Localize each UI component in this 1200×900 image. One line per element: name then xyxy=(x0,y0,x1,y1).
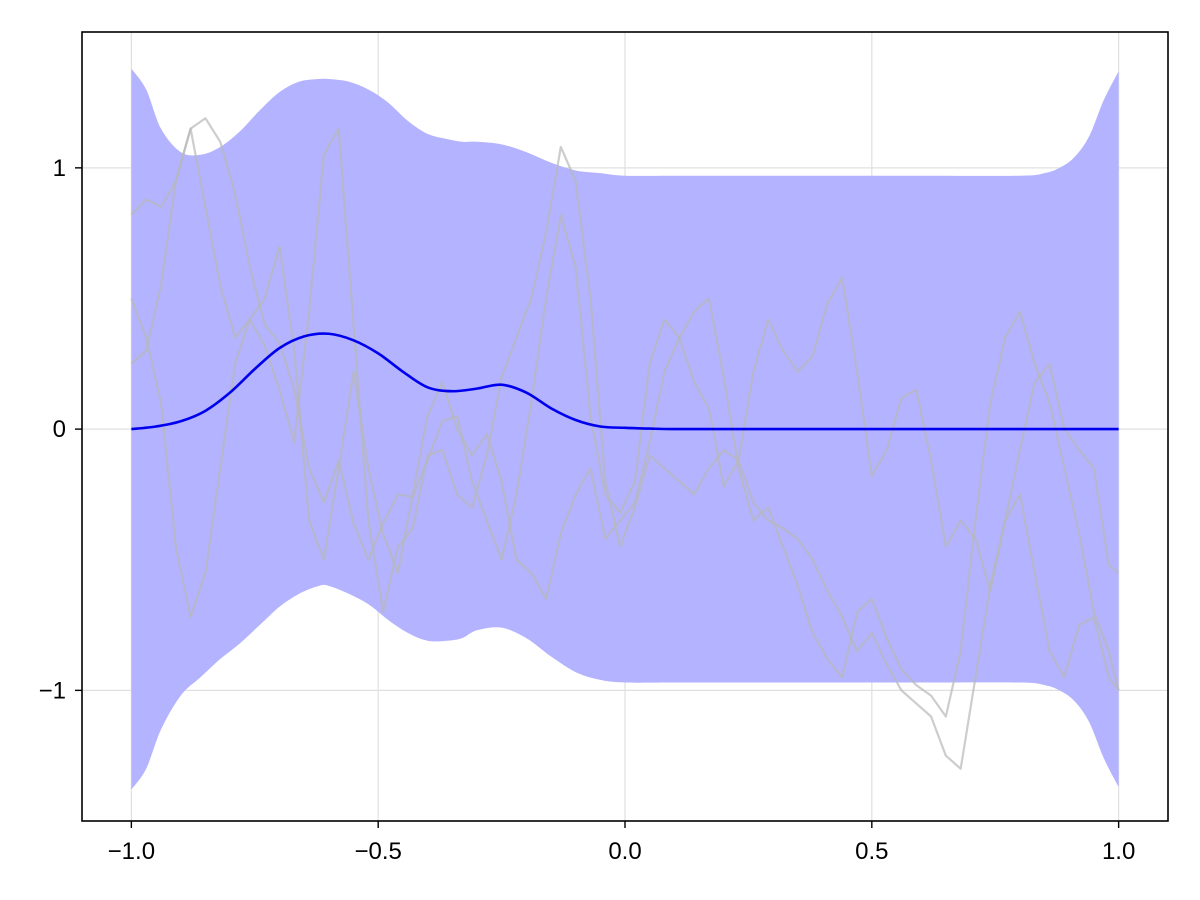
x-tick-label-2: 0.0 xyxy=(608,838,641,865)
sample-path-1 xyxy=(130,117,1120,593)
x-axis: −1.0 −0.5 0.0 0.5 1.0 xyxy=(108,821,1135,865)
y-axis: −1 0 1 xyxy=(39,155,82,704)
x-tick-label-3: 0.5 xyxy=(855,838,888,865)
confidence-band xyxy=(131,68,1119,790)
x-tick-label-1: −0.5 xyxy=(354,838,401,865)
y-tick-label-1: 0 xyxy=(53,416,66,443)
plot-area xyxy=(130,68,1120,790)
y-tick-label-2: 1 xyxy=(53,155,66,182)
y-tick-label-0: −1 xyxy=(39,677,66,704)
mean-line xyxy=(131,332,1119,431)
x-tick-label-4: 1.0 xyxy=(1102,838,1135,865)
x-tick-label-0: −1.0 xyxy=(108,838,155,865)
sample-path-2 xyxy=(130,245,1120,718)
sample-path-3 xyxy=(130,127,1120,770)
